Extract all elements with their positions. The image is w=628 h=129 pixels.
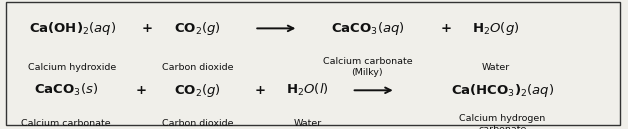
Text: Calcium hydroxide: Calcium hydroxide (28, 63, 116, 72)
Text: Calcium carbonate: Calcium carbonate (21, 119, 111, 128)
Text: $\mathbf{CO}_{2}\mathit{(g)}$: $\mathbf{CO}_{2}\mathit{(g)}$ (175, 82, 221, 99)
Text: $\mathbf{H}_{2}\mathit{O(g)}$: $\mathbf{H}_{2}\mathit{O(g)}$ (472, 20, 520, 37)
Text: $\mathbf{Ca(OH)}_{2}\mathit{(aq)}$: $\mathbf{Ca(OH)}_{2}\mathit{(aq)}$ (29, 20, 116, 37)
Text: Carbon dioxide: Carbon dioxide (162, 63, 234, 72)
Text: Water: Water (482, 63, 510, 72)
Text: +: + (136, 84, 147, 97)
Text: $\mathbf{CaCO}_{3}\mathit{(s)}$: $\mathbf{CaCO}_{3}\mathit{(s)}$ (34, 82, 98, 98)
Text: $\mathbf{CaCO}_{3}\mathit{(aq)}$: $\mathbf{CaCO}_{3}\mathit{(aq)}$ (330, 20, 404, 37)
Text: $\mathbf{H}_{2}\mathit{O(l)}$: $\mathbf{H}_{2}\mathit{O(l)}$ (286, 82, 329, 98)
Text: Carbon dioxide: Carbon dioxide (162, 119, 234, 128)
Text: +: + (142, 22, 153, 35)
Text: +: + (255, 84, 266, 97)
Text: $\mathbf{Ca(HCO}_{3}\mathbf{)}_{2}\mathit{(aq)}$: $\mathbf{Ca(HCO}_{3}\mathbf{)}_{2}\mathi… (451, 82, 554, 99)
Text: Calcium hydrogen
carbonate: Calcium hydrogen carbonate (459, 114, 546, 129)
Text: $\mathbf{CO}_{2}\mathit{(g)}$: $\mathbf{CO}_{2}\mathit{(g)}$ (175, 20, 221, 37)
Text: Water: Water (294, 119, 322, 128)
Text: Calcium carbonate
(Milky): Calcium carbonate (Milky) (323, 57, 412, 77)
Text: +: + (440, 22, 452, 35)
